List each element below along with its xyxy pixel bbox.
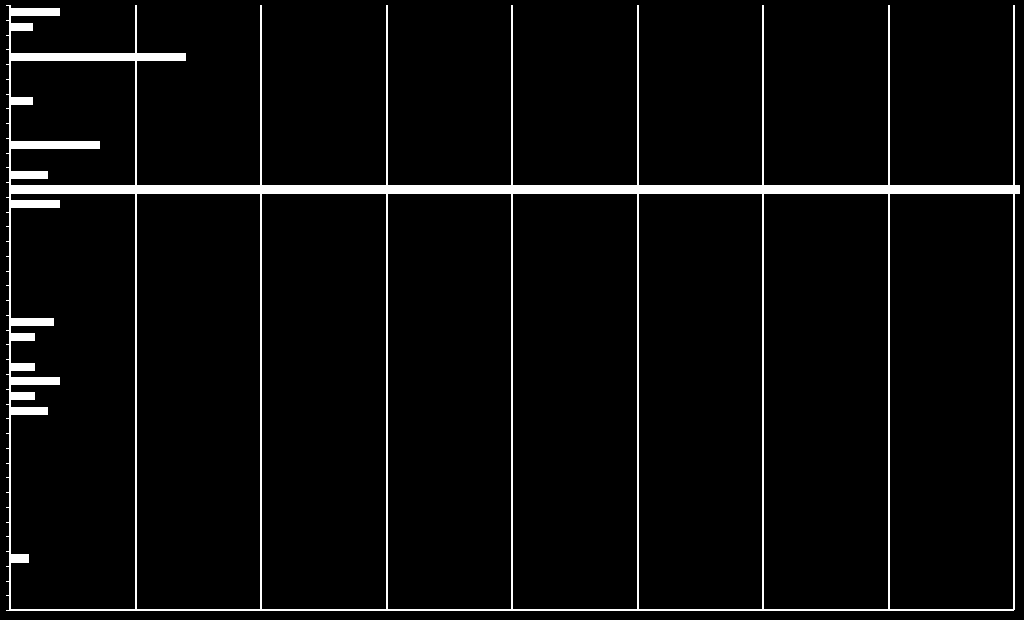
y-tick: [6, 477, 10, 478]
y-tick: [6, 463, 10, 464]
horizontal-bar-chart: [0, 0, 1024, 620]
y-tick: [6, 35, 10, 36]
y-tick: [6, 138, 10, 139]
y-tick: [6, 433, 10, 434]
y-tick: [6, 595, 10, 596]
x-axis-line: [10, 609, 1014, 611]
y-tick: [6, 359, 10, 360]
y-tick: [6, 241, 10, 242]
grid-line: [637, 5, 639, 610]
y-tick: [6, 79, 10, 80]
bar: [10, 53, 186, 61]
y-tick: [6, 551, 10, 552]
y-tick: [6, 256, 10, 257]
bar: [10, 363, 35, 371]
y-tick: [6, 123, 10, 124]
grid-line: [511, 5, 513, 610]
y-tick: [6, 108, 10, 109]
y-tick: [6, 610, 10, 611]
y-tick: [6, 507, 10, 508]
plot-area: [10, 5, 1014, 610]
y-tick: [6, 197, 10, 198]
y-tick: [6, 492, 10, 493]
y-tick: [6, 167, 10, 168]
y-tick: [6, 20, 10, 21]
y-tick: [6, 581, 10, 582]
y-tick: [6, 330, 10, 331]
y-tick: [6, 448, 10, 449]
y-tick: [6, 49, 10, 50]
y-tick: [6, 300, 10, 301]
y-tick: [6, 226, 10, 227]
y-tick: [6, 285, 10, 286]
y-tick: [6, 271, 10, 272]
bar: [10, 23, 33, 31]
bar: [10, 377, 60, 385]
y-tick: [6, 5, 10, 6]
y-tick: [6, 418, 10, 419]
y-axis-line: [9, 5, 11, 610]
bar: [10, 171, 48, 179]
bar: [10, 200, 60, 208]
y-tick: [6, 566, 10, 567]
bar: [10, 185, 1020, 193]
y-tick: [6, 536, 10, 537]
grid-line: [135, 5, 137, 610]
bar: [10, 8, 60, 16]
y-tick: [6, 315, 10, 316]
grid-line: [260, 5, 262, 610]
y-tick: [6, 522, 10, 523]
y-tick: [6, 404, 10, 405]
y-tick: [6, 153, 10, 154]
bar: [10, 141, 100, 149]
bar: [10, 554, 29, 562]
bar: [10, 392, 35, 400]
bar: [10, 407, 48, 415]
grid-line: [762, 5, 764, 610]
y-tick: [6, 374, 10, 375]
bar: [10, 333, 35, 341]
grid-line: [1013, 5, 1015, 610]
y-tick: [6, 344, 10, 345]
bar: [10, 97, 33, 105]
grid-line: [386, 5, 388, 610]
y-tick: [6, 64, 10, 65]
y-tick: [6, 182, 10, 183]
y-tick: [6, 94, 10, 95]
bar: [10, 318, 54, 326]
y-tick: [6, 212, 10, 213]
grid-line: [888, 5, 890, 610]
y-tick: [6, 389, 10, 390]
